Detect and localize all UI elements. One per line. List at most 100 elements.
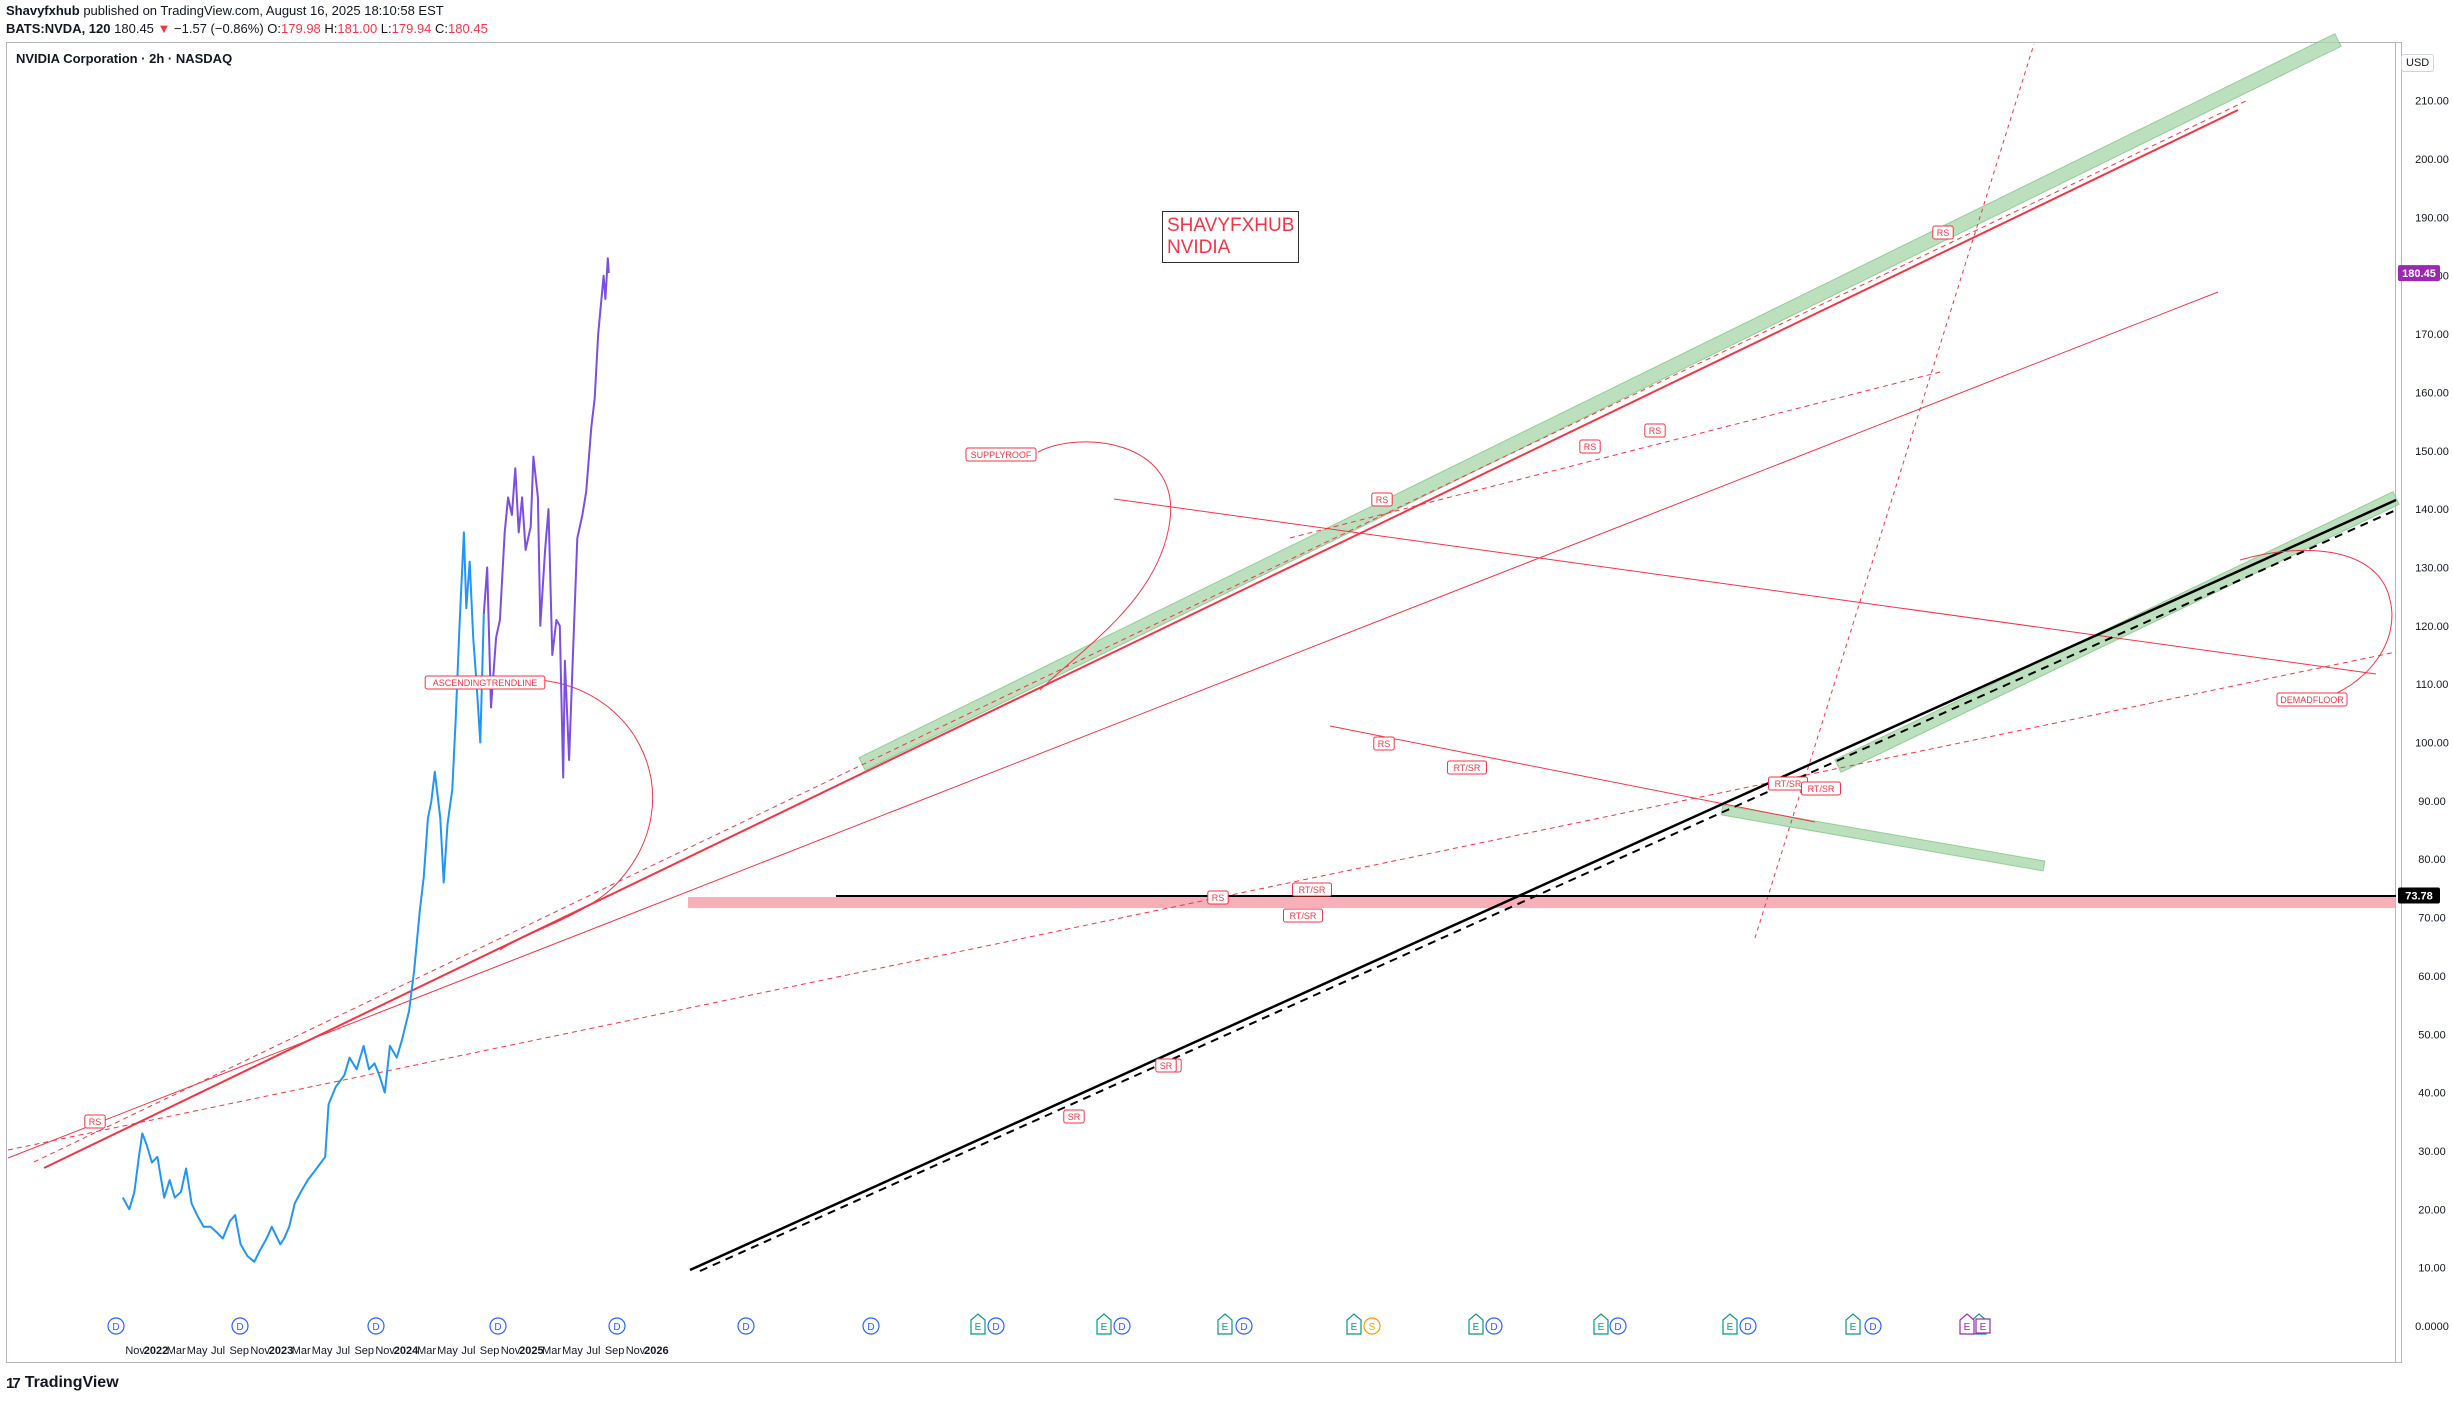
dividend-marker-icon: D	[1113, 1317, 1131, 1335]
price-level-label: 180.45	[2402, 268, 2436, 280]
time-tick-label: May	[437, 1345, 458, 1357]
earnings-marker-icon: E	[1722, 1313, 1738, 1335]
currency-button[interactable]: USD	[2401, 54, 2435, 72]
price-tick-label: 210.00	[2415, 96, 2449, 108]
price-level-badge	[2398, 887, 2440, 904]
marker-shape	[1739, 1317, 1757, 1335]
open-label: O:	[267, 21, 282, 36]
marker-shape	[1235, 1317, 1253, 1335]
tradingview-footer[interactable]: 17 TradingView	[6, 1374, 119, 1392]
marker-shape	[367, 1317, 385, 1335]
annotation-label-box	[1373, 736, 1395, 751]
chart-pane[interactable]	[6, 42, 2402, 1363]
low-label: L:	[380, 21, 392, 36]
marker-letter: E	[1598, 1322, 1605, 1333]
price-axis-divider	[2395, 42, 2396, 1363]
marker-shape	[1217, 1313, 1233, 1335]
publish-header: Shavyfxhub published on TradingView.com,…	[6, 2, 488, 38]
marker-letter: D	[1614, 1322, 1621, 1333]
marker-letter: D	[742, 1322, 749, 1333]
marker-letter: D	[1490, 1322, 1497, 1333]
annotation-line-1: SHAVYFXHUB	[1167, 215, 1295, 236]
price-tick-label: 30.00	[2418, 1146, 2446, 1158]
price-axis: 210.00200.00190.00180.00170.00160.00150.…	[2398, 96, 2449, 1333]
price-tick-label: 190.00	[2415, 212, 2449, 224]
time-tick-label: Nov	[626, 1345, 646, 1357]
time-tick-label: May	[312, 1345, 333, 1357]
annotation-label-text: RS	[89, 1117, 102, 1127]
annotation-label-text: RS	[1376, 495, 1389, 505]
time-tick-label: 2024	[394, 1345, 419, 1357]
marker-shape	[862, 1317, 880, 1335]
high-value: 181.00	[337, 21, 378, 36]
annotation-label: SUPPLYROOF	[965, 447, 1037, 462]
marker-letter: D	[236, 1322, 243, 1333]
time-tick-label: Jul	[461, 1345, 475, 1357]
time-tick-label: 2025	[519, 1345, 543, 1357]
upcoming-event-icon: E	[1959, 1313, 1975, 1335]
marker-shape	[231, 1317, 249, 1335]
annotation-label-text: SR	[1160, 1061, 1173, 1071]
tradingview-logo-icon: 17	[6, 1374, 21, 1392]
marker-shape	[608, 1317, 626, 1335]
price-level-badge	[2398, 265, 2440, 282]
down-arrow-icon: ▼	[157, 21, 171, 36]
dividend-marker-icon: D	[608, 1317, 626, 1335]
close-label: C:	[435, 21, 449, 36]
annotation-label-text: RT/SR	[1290, 911, 1317, 921]
price-tick-label: 10.00	[2418, 1263, 2446, 1275]
annotation-label: DEMADFLOOR	[2276, 692, 2348, 707]
zones-layer	[688, 33, 2400, 908]
chart-legend-title[interactable]: NVIDIA Corporation · 2h · NASDAQ	[16, 51, 233, 66]
symbol-interval: BATS:NVDA, 120	[6, 21, 111, 36]
time-tick-label: 2022	[144, 1345, 168, 1357]
price-tick-label: 120.00	[2415, 621, 2449, 633]
dividend-marker-icon: D	[1864, 1317, 1882, 1335]
time-tick-label: 2026	[644, 1345, 668, 1357]
marker-shape	[737, 1317, 755, 1335]
price-level-label: 73.78	[2405, 890, 2433, 902]
dividend-marker-icon: D	[1485, 1317, 1503, 1335]
falling-support-line	[1329, 725, 1816, 823]
major-support-trendline-dashed	[699, 509, 2397, 1272]
marker-letter: D	[112, 1322, 119, 1333]
annotation-label: RS	[1371, 492, 1393, 507]
annotation-label: RS	[1579, 439, 1601, 454]
price-tick-label: 20.00	[2418, 1204, 2446, 1216]
price-tick-label: 140.00	[2415, 504, 2449, 516]
marker-shape	[1864, 1317, 1882, 1335]
annotation-label-text: RS	[1584, 442, 1597, 452]
price-tick-label: 90.00	[2418, 796, 2446, 808]
author-name[interactable]: Shavyfxhub	[6, 3, 80, 18]
marker-letter: E	[1727, 1322, 1734, 1333]
annotation-label-text: RS	[1212, 893, 1225, 903]
earnings-marker-icon: E	[1096, 1313, 1112, 1335]
title-annotation[interactable]: SHAVYFXHUB NVIDIA	[1162, 211, 1300, 263]
marker-letter: D	[1744, 1322, 1751, 1333]
marker-letter: D	[613, 1322, 620, 1333]
annotation-label: RS	[1207, 890, 1229, 905]
marker-letter: E	[1351, 1322, 1358, 1333]
annotation-label-box	[1932, 225, 1954, 240]
annotation-label-text: ASCENDINGTRENDLINE	[433, 678, 538, 688]
time-tick-label: Jul	[336, 1345, 350, 1357]
marker-letter: E	[1964, 1322, 1971, 1333]
trendlines-layer	[7, 43, 2397, 1272]
annotation-label-box	[1283, 908, 1323, 923]
brand-name: TradingView	[24, 1374, 119, 1391]
time-tick-label: Mar	[417, 1345, 436, 1357]
falling-channel-zone	[1720, 804, 2046, 872]
marker-shape	[1468, 1313, 1484, 1335]
marker-shape	[489, 1317, 507, 1335]
annotation-label-box	[1371, 492, 1393, 507]
dividend-marker-icon: D	[1609, 1317, 1627, 1335]
lower-channel-zone	[1834, 491, 2400, 773]
annotation-label-text: SUPPLYROOF	[971, 450, 1032, 460]
annotation-label: RS	[1644, 423, 1666, 438]
dividend-marker-icon: D	[987, 1317, 1005, 1335]
annotation-label: RT/SR	[1801, 781, 1841, 796]
time-tick-label: Sep	[605, 1345, 625, 1357]
marker-shape	[1593, 1313, 1609, 1335]
time-tick-label: Sep	[354, 1345, 374, 1357]
